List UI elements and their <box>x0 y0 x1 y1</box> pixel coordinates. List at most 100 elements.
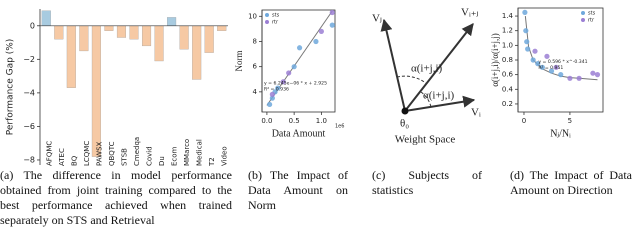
y-tick-label: 1.0 <box>502 41 513 49</box>
legend-marker <box>265 20 269 24</box>
point <box>313 38 319 45</box>
origin <box>401 107 409 115</box>
point <box>275 85 281 91</box>
figure-panels: Vⱼ Vᵢ₊ⱼ Vᵢ α(i+j,i) α(i+j,i) θ₀ Weight S… <box>6 7 604 167</box>
figure: Vⱼ Vᵢ₊ⱼ Vᵢ α(i+j,i) α(i+j,i) θ₀ Weight S… <box>0 6 632 227</box>
y-axis-label: Performance Gap (%) <box>6 39 16 136</box>
label: Vⱼ <box>372 13 382 25</box>
label: Vᵢ <box>471 107 481 119</box>
point <box>329 9 335 16</box>
vector-vi <box>404 95 476 112</box>
fit-line <box>524 16 598 81</box>
legend-marker <box>581 18 585 22</box>
x-axis-label: Data Amount <box>272 128 326 139</box>
point <box>576 75 582 81</box>
y-tick-label: 0.4 <box>502 85 514 93</box>
bar <box>116 25 127 38</box>
point <box>532 48 538 54</box>
bar <box>66 25 76 88</box>
label: Vᵢ₊ⱼ <box>461 7 479 19</box>
caption: (c) Subjects of statistics <box>372 168 482 197</box>
legend-label: rtr <box>272 20 279 26</box>
y-axis-label: α(i+j,i)/α(i+j,j) <box>490 33 500 87</box>
point <box>522 9 528 15</box>
bar <box>204 25 214 53</box>
y-tick-label: −4 <box>23 88 35 97</box>
x-tick-label: 1.0 <box>316 117 327 125</box>
x-tick-label: 0.5 <box>289 117 300 125</box>
y-tick-label: 0.2 <box>502 100 513 108</box>
vector-vij <box>404 23 474 112</box>
caption: (d) The Impact of Data Amount on Directi… <box>510 168 632 197</box>
x-offset-label: 1e6 <box>335 124 344 130</box>
diagram: Vⱼ Vᵢ₊ⱼ Vᵢ α(i+j,i) α(i+j,i) θ₀ Weight S… <box>372 7 481 146</box>
label: θ₀ <box>400 118 409 130</box>
x-tick-label: Covid <box>146 146 154 166</box>
legend-marker <box>265 13 269 17</box>
point <box>525 46 531 52</box>
x-axis-label: Nⱼ/Nᵢ <box>550 128 571 139</box>
annotation: R² = 0.936 <box>264 87 289 93</box>
point <box>291 64 297 70</box>
caption: (a) The difference in model performance … <box>0 168 232 227</box>
label: Weight Space <box>395 134 456 146</box>
y-tick-label: 1.2 <box>502 27 513 35</box>
point <box>590 70 596 76</box>
vector-vj <box>380 18 406 112</box>
point <box>523 28 529 34</box>
point <box>296 45 303 51</box>
point <box>269 91 275 97</box>
point <box>329 22 335 28</box>
point <box>286 70 292 76</box>
y-tick-label: −2 <box>23 55 35 64</box>
y-tick-label: −8 <box>23 155 35 164</box>
y-tick-label: 0 <box>30 21 35 30</box>
point <box>553 64 559 70</box>
x-tick-label: 0.0 <box>261 117 272 125</box>
x-tick-label: Video <box>221 146 229 166</box>
bar <box>91 25 101 157</box>
y-tick-label: 8 <box>253 37 257 45</box>
point <box>535 61 541 67</box>
label: α(i+j,i) <box>411 63 443 75</box>
annotation: y = 6.245e−06 * x + 2.925 <box>264 81 327 87</box>
y-tick-label: 4 <box>253 88 258 96</box>
legend-marker <box>581 11 585 15</box>
x-tick-label: BQ <box>70 155 78 166</box>
x-tick-label: Du <box>158 156 166 166</box>
point <box>524 39 530 45</box>
bar <box>79 25 89 52</box>
point <box>594 72 601 78</box>
point <box>539 64 545 70</box>
y-tick-label: 0.8 <box>502 56 513 64</box>
x-tick-label: Cmedqa <box>133 137 141 166</box>
bar <box>192 25 202 80</box>
annotation: y = 0.596 * x^-0.341 <box>538 59 587 65</box>
legend-label: rtr <box>588 18 595 24</box>
bar <box>167 17 177 26</box>
x-tick-label: Ecom <box>171 146 179 166</box>
point <box>567 75 573 81</box>
x-tick-label: PAWSX <box>95 141 103 166</box>
annotation: R² = 0.951 <box>538 65 563 71</box>
y-tick-label: 10 <box>248 12 257 20</box>
y-tick-label: 1.4 <box>502 12 514 20</box>
legend-label: sts <box>588 11 596 17</box>
point <box>280 79 286 85</box>
x-tick-label: QBQTC <box>108 141 116 166</box>
point <box>558 72 564 78</box>
bar <box>104 25 114 31</box>
x-tick-label: Medical <box>196 139 204 166</box>
x-tick-label: 0 <box>522 117 526 125</box>
y-tick-label: 0.6 <box>502 71 514 79</box>
x-tick-label: LCQMC <box>83 141 91 166</box>
bar <box>129 25 139 40</box>
bar <box>217 25 227 31</box>
angle-arc <box>396 75 428 85</box>
x-tick-label: AFQMC <box>45 141 53 166</box>
point <box>548 68 555 74</box>
y-tick-label: 6 <box>253 63 258 71</box>
point <box>530 57 536 63</box>
x-tick-label: T2 <box>208 157 216 167</box>
point <box>267 101 273 108</box>
